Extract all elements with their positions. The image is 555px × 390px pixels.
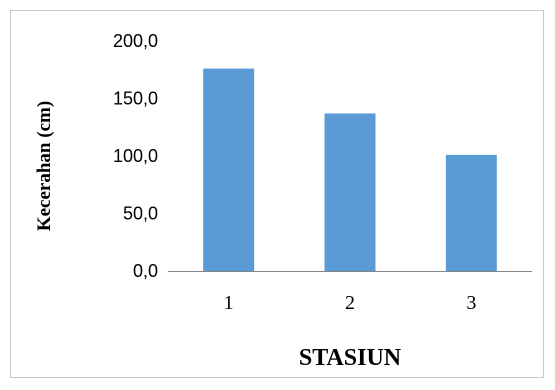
x-tick-label: 2 (345, 292, 355, 314)
bar-2 (325, 113, 376, 271)
y-axis-title: Kecerahan (cm) (34, 101, 55, 231)
y-tick-label: 50,0 (123, 204, 158, 224)
x-tick-label: 3 (466, 292, 476, 314)
y-axis-ticks: 0,0 50,0 100,0 150,0 200,0 (113, 31, 158, 281)
bar-1 (203, 69, 254, 271)
x-tick-label: 1 (224, 292, 234, 314)
bar-3 (446, 155, 497, 271)
x-axis-ticks: 1 2 3 (224, 292, 477, 314)
y-tick-label: 0,0 (133, 261, 158, 281)
bars (203, 69, 497, 271)
y-tick-label: 150,0 (113, 89, 158, 109)
x-axis-title: STASIUN (299, 345, 402, 371)
y-tick-label: 200,0 (113, 31, 158, 51)
y-tick-label: 100,0 (113, 146, 158, 166)
